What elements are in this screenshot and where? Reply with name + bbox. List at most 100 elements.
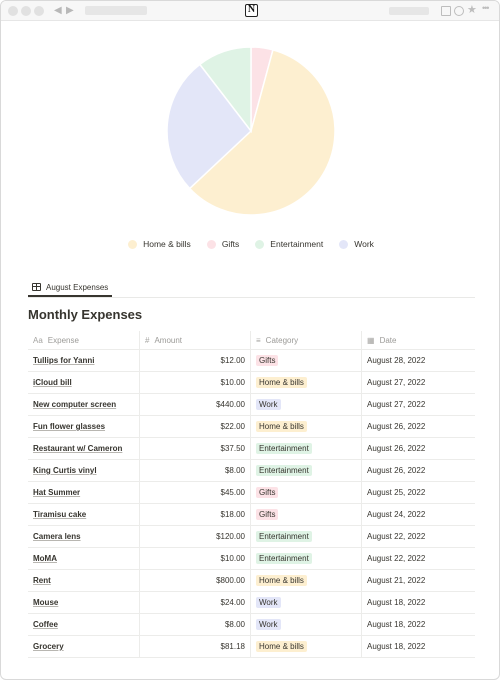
category-cell[interactable]: Gifts [251,482,362,503]
expense-name[interactable]: Rent [33,576,51,585]
profile-icon[interactable] [454,6,464,16]
amount-cell[interactable]: $10.00 [139,548,251,569]
expense-cell[interactable]: iCloud bill [28,372,139,393]
amount-cell[interactable]: $12.00 [139,350,251,371]
expense-cell[interactable]: Mouse [28,592,139,613]
tab-august-expenses[interactable]: August Expenses [28,279,112,297]
pie-slice-entertainment[interactable] [198,46,252,134]
table-row[interactable]: Rent $800.00 Home & bills August 21, 2022 [28,570,475,592]
more-icon[interactable]: ••• [482,3,490,13]
category-cell[interactable]: Entertainment [251,438,362,459]
pie-slice-work[interactable] [166,63,253,190]
date-cell[interactable]: August 26, 2022 [362,438,475,459]
window-minimize-button[interactable] [21,6,31,16]
legend-item[interactable]: Home & bills [128,239,191,249]
expense-cell[interactable]: King Curtis vinyl [28,460,139,481]
column-header-date[interactable]: ▦ Date [362,331,475,349]
table-row[interactable]: Tiramisu cake $18.00 Gifts August 24, 2022 [28,504,475,526]
date-cell[interactable]: August 18, 2022 [362,614,475,635]
category-cell[interactable]: Work [251,614,362,635]
date-cell[interactable]: August 27, 2022 [362,394,475,415]
toolbar-pill[interactable] [389,7,429,15]
expense-name[interactable]: King Curtis vinyl [33,466,97,475]
date-cell[interactable]: August 26, 2022 [362,416,475,437]
amount-cell[interactable]: $8.00 [139,614,251,635]
amount-cell[interactable]: $120.00 [139,526,251,547]
forward-arrow-icon[interactable]: ▶ [66,5,74,16]
expense-name[interactable]: Fun flower glasses [33,422,106,431]
table-row[interactable]: Mouse $24.00 Work August 18, 2022 [28,592,475,614]
legend-item[interactable]: Work [339,239,374,249]
expense-name[interactable]: Camera lens [33,532,81,541]
category-cell[interactable]: Home & bills [251,570,362,591]
table-row[interactable]: Camera lens $120.00 Entertainment August 22… [28,526,475,548]
expense-name[interactable]: Hat Summer [33,488,81,497]
table-row[interactable]: Grocery $81.18 Home & bills August 18, 2022 [28,636,475,658]
category-cell[interactable]: Gifts [251,504,362,525]
expense-cell[interactable]: New computer screen [28,394,139,415]
table-row[interactable]: iCloud bill $10.00 Home & bills August 27, … [28,372,475,394]
table-row[interactable]: MoMA $10.00 Entertainment August 22, 2022 [28,548,475,570]
expense-name[interactable]: Tullips for Yanni [33,356,95,365]
table-row[interactable]: Coffee $8.00 Work August 18, 2022 [28,614,475,636]
expense-name[interactable]: Grocery [33,642,64,651]
column-header-category[interactable]: ≡ Category [251,331,362,349]
expense-cell[interactable]: Hat Summer [28,482,139,503]
amount-cell[interactable]: $440.00 [139,394,251,415]
date-cell[interactable]: August 24, 2022 [362,504,475,525]
date-cell[interactable]: August 25, 2022 [362,482,475,503]
window-close-button[interactable] [8,6,18,16]
date-cell[interactable]: August 18, 2022 [362,636,475,657]
date-cell[interactable]: August 22, 2022 [362,526,475,547]
expense-name[interactable]: Tiramisu cake [33,510,87,519]
expense-name[interactable]: MoMA [33,554,57,563]
address-bar[interactable] [85,6,147,15]
date-cell[interactable]: August 21, 2022 [362,570,475,591]
expense-cell[interactable]: Coffee [28,614,139,635]
table-row[interactable]: Restaurant w/ Cameron $37.50 Entertainment… [28,438,475,460]
date-cell[interactable]: August 27, 2022 [362,372,475,393]
pie-slice-home-bills[interactable] [188,48,336,216]
category-cell[interactable]: Home & bills [251,636,362,657]
amount-cell[interactable]: $10.00 [139,372,251,393]
date-cell[interactable]: August 26, 2022 [362,460,475,481]
back-arrow-icon[interactable]: ◀ [54,5,62,16]
expense-cell[interactable]: Rent [28,570,139,591]
date-cell[interactable]: August 28, 2022 [362,350,475,371]
category-cell[interactable]: Work [251,394,362,415]
expense-cell[interactable]: Camera lens [28,526,139,547]
amount-cell[interactable]: $45.00 [139,482,251,503]
column-header-amount[interactable]: # Amount [139,331,251,349]
table-row[interactable]: King Curtis vinyl $8.00 Entertainment Augus… [28,460,475,482]
expense-name[interactable]: New computer screen [33,400,117,409]
table-row[interactable]: Fun flower glasses $22.00 Home & bills Augu… [28,416,475,438]
amount-cell[interactable]: $81.18 [139,636,251,657]
date-cell[interactable]: August 18, 2022 [362,592,475,613]
expense-name[interactable]: Mouse [33,598,59,607]
table-row[interactable]: Tullips for Yanni $12.00 Gifts August 28, 2… [28,350,475,372]
date-cell[interactable]: August 22, 2022 [362,548,475,569]
table-row[interactable]: New computer screen $440.00 Work August 27,… [28,394,475,416]
amount-cell[interactable]: $22.00 [139,416,251,437]
expense-name[interactable]: iCloud bill [33,378,72,387]
table-row[interactable]: Hat Summer $45.00 Gifts August 25, 2022 [28,482,475,504]
legend-item[interactable]: Entertainment [255,239,323,249]
category-cell[interactable]: Entertainment [251,460,362,481]
category-cell[interactable]: Gifts [251,350,362,371]
window-maximize-button[interactable] [34,6,44,16]
expense-cell[interactable]: Restaurant w/ Cameron [28,438,139,459]
expense-name[interactable]: Restaurant w/ Cameron [33,444,123,453]
legend-item[interactable]: Gifts [206,239,239,249]
category-cell[interactable]: Home & bills [251,372,362,393]
amount-cell[interactable]: $37.50 [139,438,251,459]
category-cell[interactable]: Entertainment [251,548,362,569]
expense-cell[interactable]: Fun flower glasses [28,416,139,437]
expense-cell[interactable]: Tiramisu cake [28,504,139,525]
star-icon[interactable]: ★ [467,4,477,16]
expense-cell[interactable]: Grocery [28,636,139,657]
amount-cell[interactable]: $24.00 [139,592,251,613]
column-header-expense[interactable]: Aa Expense [28,331,139,349]
amount-cell[interactable]: $18.00 [139,504,251,525]
expense-cell[interactable]: MoMA [28,548,139,569]
amount-cell[interactable]: $800.00 [139,570,251,591]
